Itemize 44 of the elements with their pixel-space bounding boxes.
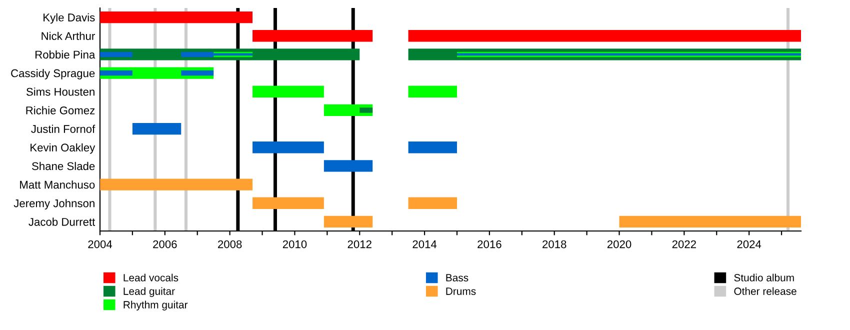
x-tick-label: 2006	[153, 240, 177, 248]
y-tick-label: Jeremy Johnson	[14, 199, 94, 210]
bar	[408, 30, 801, 42]
legend-label: Other release	[734, 287, 796, 295]
bar	[360, 108, 373, 113]
bar	[132, 122, 182, 135]
bar	[408, 197, 457, 209]
bar	[100, 178, 253, 190]
y-tick-label: Justin Fornof	[31, 124, 96, 133]
x-tick-label: 2018	[542, 240, 566, 248]
y-tick-label: Nick Arthur	[42, 32, 95, 40]
bar	[324, 160, 373, 172]
y-tick-label: Cassidy Sprague	[11, 69, 95, 80]
legend-label: Lead vocals	[124, 274, 178, 282]
bar	[324, 216, 373, 228]
x-tick-label: 2022	[672, 240, 696, 248]
legend-label: Lead guitar	[124, 287, 175, 297]
bar	[100, 11, 253, 24]
bar	[252, 86, 324, 98]
x-tick-label: 2010	[282, 240, 307, 248]
y-tick-label: Robbie Pina	[36, 50, 96, 59]
x-tick-label: 2016	[478, 240, 502, 248]
bar	[252, 30, 373, 42]
x-tick-label: 2014	[412, 240, 437, 248]
y-tick-label: Kyle Davis	[44, 13, 95, 24]
y-tick-label: Kevin Oakley	[30, 143, 96, 154]
y-tick-label: Matt Manchuso	[20, 180, 95, 189]
legend-label: Rhythm guitar	[124, 300, 188, 310]
legend-label: Bass	[446, 274, 468, 282]
x-tick-label: 2004	[88, 240, 112, 248]
y-tick-label: Shane Slade	[32, 162, 95, 170]
bar	[252, 197, 324, 209]
x-tick-label: 2012	[348, 240, 372, 248]
y-tick-label: Richie Gomez	[26, 106, 95, 114]
x-tick-label: 2020	[607, 240, 632, 248]
x-tick-label: 2024	[737, 240, 762, 248]
x-tick-label: 2008	[218, 240, 242, 248]
bar	[252, 142, 324, 154]
legend-label: Studio album	[734, 274, 794, 282]
y-tick-label: Jacob Durrett	[28, 218, 96, 226]
bar	[181, 70, 214, 76]
legend-label: Drums	[446, 288, 476, 295]
y-tick-label: Sims Housten	[26, 88, 94, 96]
bar	[619, 216, 801, 228]
